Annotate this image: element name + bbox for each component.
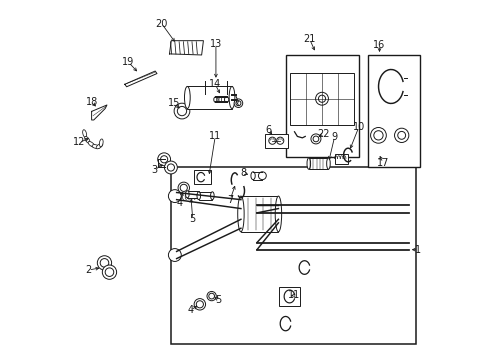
Circle shape [178,182,189,194]
Ellipse shape [326,158,329,169]
Circle shape [100,258,108,267]
Text: 3: 3 [151,165,157,175]
Text: 14: 14 [209,79,221,89]
Circle shape [160,156,167,163]
Text: 4: 4 [176,198,182,208]
Ellipse shape [88,141,95,147]
Bar [285,55,358,157]
Circle shape [312,136,318,142]
Circle shape [370,127,386,143]
Text: 11: 11 [209,131,221,141]
Ellipse shape [96,143,102,149]
Bar [278,287,300,306]
Circle shape [196,301,203,308]
Text: 4: 4 [187,305,193,315]
Bar [187,191,198,198]
Circle shape [174,103,189,119]
Ellipse shape [84,136,90,143]
Circle shape [310,134,320,144]
Circle shape [318,95,325,102]
Text: 8: 8 [240,168,246,178]
Bar [198,192,212,200]
Text: 6: 6 [265,125,271,135]
Circle shape [194,298,205,310]
Ellipse shape [92,145,100,149]
Circle shape [157,153,170,166]
Ellipse shape [275,196,281,232]
Circle shape [234,99,242,108]
Text: 5: 5 [189,214,195,224]
Ellipse shape [184,86,190,109]
Circle shape [373,131,382,140]
Text: 22: 22 [317,129,329,139]
Circle shape [102,265,116,279]
Text: 9: 9 [331,132,337,142]
Circle shape [180,184,187,192]
Circle shape [397,131,405,139]
Text: 7: 7 [226,195,233,204]
Bar [193,170,210,184]
Circle shape [97,256,111,270]
Circle shape [208,293,214,299]
Circle shape [206,292,216,301]
Text: 21: 21 [303,34,315,44]
Ellipse shape [229,86,234,109]
Circle shape [258,172,266,180]
Bar [264,134,288,148]
Text: 12: 12 [73,138,85,148]
Text: 5: 5 [215,295,222,305]
Ellipse shape [210,192,214,200]
Circle shape [268,137,275,144]
Text: 20: 20 [155,18,167,28]
Bar [171,167,415,344]
Bar [367,55,419,167]
Text: 16: 16 [373,40,385,50]
Text: 1: 1 [414,245,421,255]
Circle shape [168,190,181,203]
Circle shape [276,137,283,144]
Bar [187,86,231,109]
Circle shape [167,164,174,171]
Circle shape [394,128,408,143]
Circle shape [177,107,186,116]
Text: 13: 13 [209,39,222,49]
Ellipse shape [99,139,103,147]
Ellipse shape [250,172,255,180]
Ellipse shape [306,158,310,169]
Bar [334,154,347,164]
Ellipse shape [237,196,244,232]
Ellipse shape [197,192,200,200]
Ellipse shape [185,191,189,198]
Text: 2: 2 [85,265,91,275]
Bar [289,73,353,125]
Text: 19: 19 [122,57,134,67]
Text: 15: 15 [167,98,180,108]
Ellipse shape [213,97,218,103]
Circle shape [105,268,114,276]
Bar [308,158,328,169]
Text: 17: 17 [376,158,388,168]
Bar [241,196,278,232]
Ellipse shape [224,97,228,103]
Text: 18: 18 [85,97,98,107]
Circle shape [315,92,328,105]
Circle shape [168,249,181,261]
Circle shape [235,101,241,106]
Ellipse shape [82,130,86,138]
Text: 11: 11 [288,290,300,300]
Text: 10: 10 [352,122,364,132]
Circle shape [164,161,177,174]
